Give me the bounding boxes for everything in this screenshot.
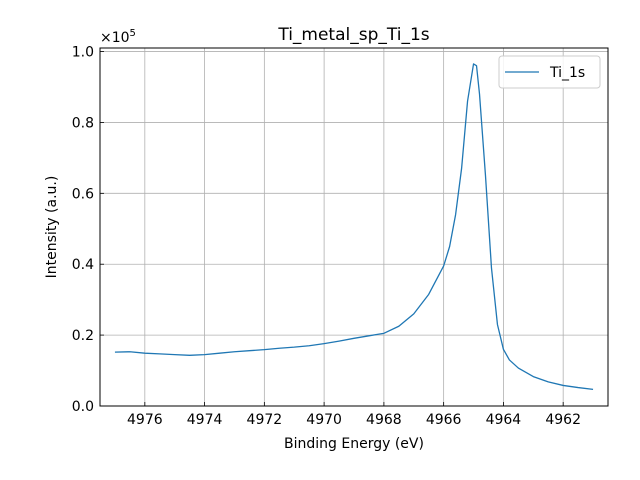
x-tick-label: 4966 — [426, 412, 462, 428]
legend: Ti_1s — [498, 55, 601, 89]
y-tick-label: 0.0 — [72, 399, 94, 415]
x-axis-label: Binding Energy (eV) — [284, 436, 424, 452]
y-tick-label: 0.6 — [72, 186, 94, 202]
x-tick-label: 4962 — [545, 412, 581, 428]
y-tick-label: 1.0 — [72, 45, 94, 61]
legend-label: Ti_1s — [549, 65, 585, 81]
series-line-Ti_1s — [114, 63, 594, 390]
x-tick-label: 4970 — [306, 412, 342, 428]
y-tick-label: 0.8 — [72, 115, 94, 131]
y-axis-label: Intensity (a.u.) — [44, 176, 60, 279]
y-axis-scale-exponent: 5 — [130, 28, 136, 39]
x-tick-label: 4968 — [366, 412, 402, 428]
x-tick-label: 4972 — [247, 412, 283, 428]
y-axis-scale-label: ×105 — [100, 28, 136, 46]
plot-frame — [99, 47, 609, 407]
y-tick-label: 0.2 — [72, 328, 94, 344]
y-axis-scale-base: ×10 — [100, 30, 130, 46]
series-group — [114, 63, 594, 390]
ticks: 4976 4974 4972 4970 4968 4966 4964 4962 0.0 0.2 0.… — [72, 45, 581, 428]
x-tick-label: 4976 — [127, 412, 163, 428]
x-tick-label: 4974 — [187, 412, 223, 428]
y-tick-label: 0.4 — [72, 257, 94, 273]
x-tick-label: 4964 — [486, 412, 522, 428]
chart-title: Ti_metal_sp_Ti_1s — [277, 25, 429, 45]
legend-box — [498, 55, 601, 89]
